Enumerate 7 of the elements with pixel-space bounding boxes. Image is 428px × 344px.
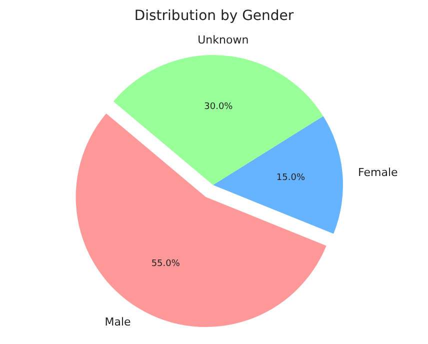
slice-label: Unknown: [198, 33, 249, 46]
data-label: 30.0%: [204, 102, 234, 112]
slice-label: Female: [358, 166, 398, 179]
chart-title: Distribution by Gender: [133, 8, 295, 24]
data-label: 15.0%: [276, 173, 306, 184]
data-label: 55.0%: [151, 258, 180, 269]
slice-label: Male: [104, 315, 132, 328]
